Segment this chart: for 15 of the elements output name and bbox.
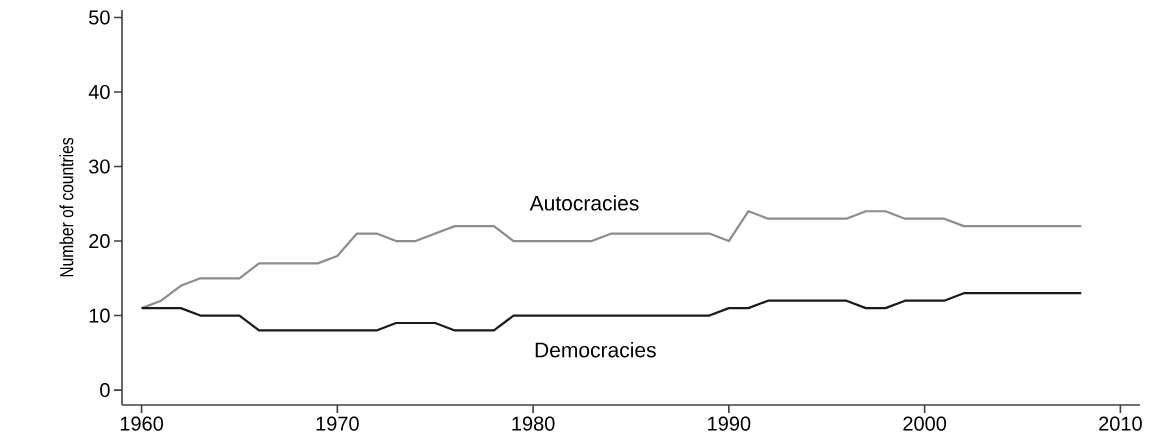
x-tick-label: 2000 bbox=[903, 416, 947, 431]
series-label: Democracies bbox=[535, 342, 656, 358]
series-label: Autocracies bbox=[529, 195, 639, 211]
y-tick-label: 50 bbox=[89, 10, 110, 25]
y-tick-label: 20 bbox=[89, 233, 110, 249]
y-tick-label: 40 bbox=[88, 84, 110, 100]
y-axis-title: Number of countries bbox=[59, 137, 74, 277]
y-tick-label: 30 bbox=[89, 159, 110, 174]
y-tick-label: 10 bbox=[89, 308, 110, 323]
x-tick-label: 1980 bbox=[512, 416, 555, 431]
x-tick-label: 1990 bbox=[708, 416, 751, 431]
x-tick-label: 1970 bbox=[316, 416, 359, 431]
y-tick-label: 0 bbox=[100, 383, 110, 398]
x-tick-label: 2010 bbox=[1099, 416, 1142, 431]
x-tick-label: 1960 bbox=[120, 416, 164, 431]
